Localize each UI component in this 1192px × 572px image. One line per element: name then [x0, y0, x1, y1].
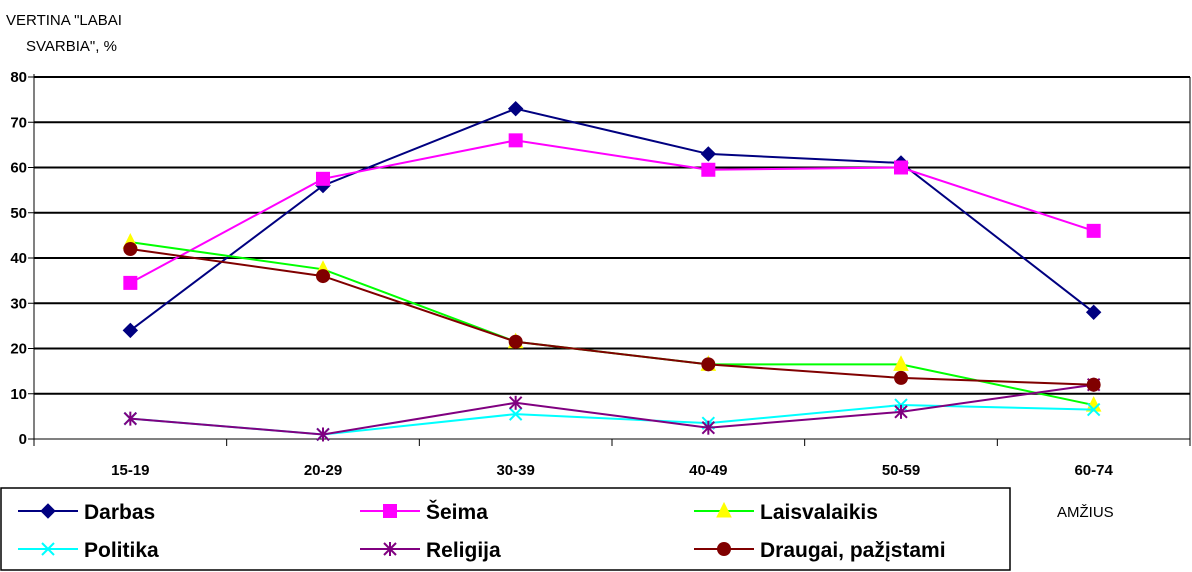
- legend-label: Šeima: [426, 500, 488, 524]
- y-axis-title-line-2: SVARBIA", %: [26, 38, 117, 55]
- y-tick-label: 30: [10, 295, 27, 312]
- data-point: [894, 160, 908, 175]
- data-point: [1086, 377, 1101, 392]
- legend-swatch-marker: [717, 542, 731, 556]
- legend-item: Draugai, pažįstami: [694, 539, 946, 562]
- data-point: [1086, 223, 1101, 238]
- y-axis-title-line-1: VERTINA "LABAI: [6, 12, 122, 29]
- x-tick-labels: 15-19 20-29 30-39 40-49 50-59 60-74: [111, 462, 1113, 479]
- legend: Darbas Šeima Laisvalaikis Politika Religija D…: [18, 500, 946, 562]
- y-tick-label: 40: [10, 250, 27, 267]
- data-point: [508, 407, 523, 421]
- series-4: [123, 377, 1101, 442]
- series-line: [130, 247, 1094, 386]
- legend-box: [0, 487, 1011, 571]
- gridlines: [34, 76, 1190, 395]
- legend-label: Laisvalaikis: [760, 501, 878, 524]
- data-point: [701, 162, 716, 177]
- series-0: [122, 100, 1102, 339]
- y-tick-label: 60: [10, 160, 27, 177]
- legend-label: Religija: [426, 539, 501, 562]
- legend-label: Politika: [84, 539, 159, 562]
- x-axis-title: AMŽIUS: [1057, 504, 1114, 521]
- y-tick-label: 80: [10, 69, 27, 86]
- data-point: [700, 146, 717, 162]
- series-1: [123, 133, 1101, 290]
- data-point: [123, 411, 138, 426]
- data-point: [123, 275, 138, 290]
- data-point: [701, 420, 716, 435]
- data-point: [894, 370, 908, 385]
- data-point: [123, 241, 138, 256]
- y-tick-label: 20: [10, 341, 27, 358]
- legend-label: Darbas: [84, 501, 155, 524]
- data-point: [122, 322, 139, 339]
- legend-swatch-marker: [383, 542, 397, 556]
- data-point: [507, 100, 524, 117]
- data-point: [508, 395, 523, 410]
- legend-swatch-marker: [383, 504, 397, 518]
- series-line: [130, 383, 1094, 436]
- data-point: [508, 334, 523, 349]
- data-point: [316, 427, 330, 442]
- series-line: [129, 107, 1095, 332]
- data-point: [316, 171, 330, 186]
- data-point: [893, 355, 909, 371]
- data-point: [701, 357, 716, 372]
- data-point: [508, 133, 523, 148]
- series-line: [130, 241, 1094, 407]
- legend-label: Draugai, pažįstami: [760, 539, 946, 562]
- legend-item: Politika: [18, 539, 159, 562]
- x-tick-label: 15-19: [111, 462, 149, 479]
- x-tick-label: 40-49: [689, 462, 727, 479]
- x-tick-label: 30-39: [496, 462, 534, 479]
- data-point: [894, 404, 908, 419]
- data-point: [316, 269, 330, 284]
- x-tick-label: 50-59: [882, 462, 920, 479]
- data-point: [1085, 304, 1102, 321]
- legend-item: Religija: [360, 539, 501, 562]
- legend-item: Šeima: [360, 500, 488, 524]
- series-lines: [122, 100, 1102, 442]
- y-tick-label: 0: [19, 431, 27, 448]
- legend-swatch-marker: [41, 542, 55, 556]
- legend-swatch-marker: [40, 503, 56, 519]
- x-tick-label: 60-74: [1074, 462, 1113, 479]
- data-point: [1085, 395, 1102, 412]
- axes: [28, 74, 1191, 446]
- y-tick-label: 70: [10, 114, 27, 131]
- series-line: [129, 139, 1094, 284]
- legend-swatch-marker: [716, 501, 732, 518]
- series-2: [122, 233, 1102, 412]
- y-tick-label: 50: [10, 205, 27, 222]
- x-tick-label: 20-29: [304, 462, 342, 479]
- y-tick-labels: 80 70 60 50 40 30 20 10 0: [10, 69, 27, 448]
- y-tick-label: 10: [10, 386, 27, 403]
- legend-item: Darbas: [18, 501, 155, 524]
- series-5: [123, 241, 1101, 392]
- data-point: [1086, 402, 1101, 417]
- legend-item: Laisvalaikis: [694, 501, 878, 524]
